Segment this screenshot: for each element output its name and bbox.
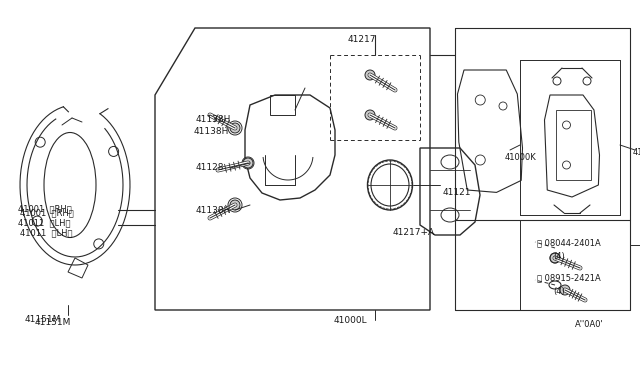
Circle shape xyxy=(230,123,240,133)
Text: 41138H: 41138H xyxy=(196,206,232,215)
Text: 41011  〈LH〉: 41011 〈LH〉 xyxy=(18,218,70,227)
Text: 41000K: 41000K xyxy=(505,153,537,162)
Text: 41128: 41128 xyxy=(196,163,225,172)
Text: (4): (4) xyxy=(553,287,564,296)
Text: Ⓑ 08044-2401A: Ⓑ 08044-2401A xyxy=(537,238,601,247)
Text: 41138H: 41138H xyxy=(194,127,229,136)
Text: 41011  〈LH〉: 41011 〈LH〉 xyxy=(20,228,72,237)
Text: 41151M: 41151M xyxy=(25,315,61,324)
Text: A''0A0': A''0A0' xyxy=(575,320,604,329)
Text: ⓜ 08915-2421A: ⓜ 08915-2421A xyxy=(537,273,601,282)
Text: 41138H: 41138H xyxy=(196,115,232,124)
Text: 41217: 41217 xyxy=(348,35,376,44)
Text: 41Θ0K: 41Θ0K xyxy=(633,148,640,157)
Text: 41000L: 41000L xyxy=(333,316,367,325)
Text: (4): (4) xyxy=(553,252,564,261)
Text: 41001  〈RH〉: 41001 〈RH〉 xyxy=(20,208,74,217)
Circle shape xyxy=(365,70,375,80)
Circle shape xyxy=(560,285,570,295)
Text: 41121: 41121 xyxy=(443,188,472,197)
Circle shape xyxy=(365,110,375,120)
Circle shape xyxy=(243,158,253,168)
Text: 41217+A: 41217+A xyxy=(393,228,435,237)
Circle shape xyxy=(230,200,240,210)
Text: 41001  〈RH〉: 41001 〈RH〉 xyxy=(18,204,72,213)
Text: 41151M: 41151M xyxy=(35,318,72,327)
Circle shape xyxy=(550,253,560,263)
